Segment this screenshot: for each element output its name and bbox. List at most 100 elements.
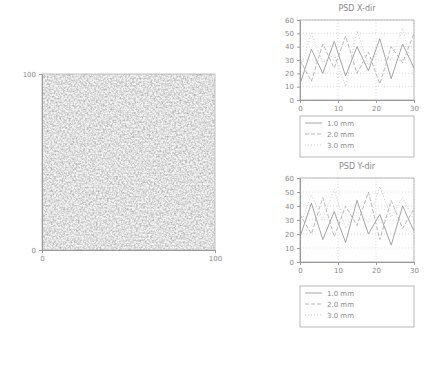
tick-mark bbox=[297, 87, 300, 88]
tick-mark bbox=[414, 100, 415, 103]
tick: 20 bbox=[285, 231, 300, 239]
tick: 30 bbox=[410, 262, 419, 275]
tick: 30 bbox=[410, 100, 419, 113]
tick-mark bbox=[297, 20, 300, 21]
chart-title: PSD X-dir bbox=[338, 4, 376, 13]
tick-label: 50 bbox=[285, 30, 294, 38]
legend-swatch bbox=[305, 304, 322, 305]
legend-swatch bbox=[305, 134, 322, 135]
tick-label: 40 bbox=[285, 203, 294, 211]
legend-label: 2.0 mm bbox=[327, 301, 354, 309]
image-background bbox=[42, 74, 215, 250]
tick-label: 100 bbox=[23, 71, 36, 79]
tick-mark bbox=[338, 100, 339, 103]
axis-line bbox=[297, 179, 301, 263]
chart-panel: 0 10 20 30 0 10 20 30 40 50 60 PSD X-dir 1.0 mm 2.0 m… bbox=[285, 4, 419, 157]
x-axis: 0 100 bbox=[40, 250, 222, 263]
tick: 100 bbox=[209, 250, 222, 263]
tick: 20 bbox=[372, 100, 381, 113]
tick-label: 0 bbox=[290, 97, 294, 105]
tick-mark bbox=[215, 250, 216, 253]
line-series bbox=[300, 192, 414, 240]
line-series bbox=[300, 200, 414, 245]
tick-label: 10 bbox=[334, 105, 343, 113]
grid-line bbox=[300, 248, 414, 249]
legend: 1.0 mm 2.0 mm 3.0 mm bbox=[300, 286, 414, 327]
tick-label: 20 bbox=[372, 105, 381, 113]
grid-line bbox=[300, 86, 414, 87]
legend-label: 1.0 mm bbox=[327, 120, 354, 128]
tick-mark bbox=[297, 206, 300, 207]
legend: 1.0 mm 2.0 mm 3.0 mm bbox=[300, 116, 414, 157]
grid-line bbox=[300, 234, 414, 235]
legend-swatch bbox=[305, 145, 322, 146]
legend-label: 3.0 mm bbox=[327, 142, 354, 150]
tick-label: 20 bbox=[372, 267, 381, 275]
tick: 60 bbox=[285, 17, 300, 25]
tick-mark bbox=[297, 262, 300, 263]
plot-frame bbox=[300, 178, 414, 262]
tick-mark bbox=[297, 234, 300, 235]
tick-label: 60 bbox=[285, 175, 294, 183]
legend-label: 1.0 mm bbox=[327, 290, 354, 298]
legend-swatch bbox=[305, 293, 322, 294]
image-frame bbox=[42, 74, 215, 250]
tick: 10 bbox=[285, 245, 300, 253]
tick-label: 60 bbox=[285, 17, 294, 25]
tick: 60 bbox=[285, 175, 300, 183]
tick-label: 20 bbox=[285, 70, 294, 78]
axis-line bbox=[301, 263, 415, 266]
tick: 30 bbox=[285, 57, 300, 65]
image-texture bbox=[42, 74, 215, 250]
tick: 0 bbox=[298, 100, 302, 113]
chart-panel: 0 10 20 30 0 10 20 30 40 50 60 PSD Y-dir 1.0 mm 2.0 m… bbox=[285, 162, 419, 327]
tick-label: 30 bbox=[410, 105, 419, 113]
tick-label: 10 bbox=[285, 245, 294, 253]
legend-swatch bbox=[305, 123, 322, 124]
grid bbox=[300, 20, 414, 100]
tick-mark bbox=[414, 262, 415, 265]
tick-label: 50 bbox=[285, 189, 294, 197]
grid-line bbox=[300, 192, 414, 193]
grid-line bbox=[376, 20, 377, 100]
chart-title: PSD Y-dir bbox=[339, 162, 376, 171]
line-series bbox=[300, 28, 414, 87]
tick-label: 0 bbox=[298, 267, 302, 275]
tick: 0 bbox=[298, 262, 302, 275]
chart-panel: 01000100 bbox=[23, 71, 223, 263]
plot-area bbox=[300, 186, 414, 245]
tick-mark bbox=[297, 47, 300, 48]
tick: 0 bbox=[290, 97, 300, 105]
tick: 0 bbox=[40, 250, 44, 263]
tick-label: 10 bbox=[334, 267, 343, 275]
tick: 20 bbox=[285, 70, 300, 78]
legend-label: 3.0 mm bbox=[327, 312, 354, 320]
tick-mark bbox=[376, 262, 377, 265]
tick-label: 0 bbox=[298, 105, 302, 113]
tick-label: 0 bbox=[40, 255, 44, 263]
tick-label: 20 bbox=[285, 231, 294, 239]
tick: 50 bbox=[285, 189, 300, 197]
tick-mark bbox=[297, 33, 300, 34]
tick-mark bbox=[297, 60, 300, 61]
tick-mark bbox=[297, 178, 300, 179]
tick-mark bbox=[297, 248, 300, 249]
tick: 10 bbox=[334, 262, 343, 275]
legend-swatch bbox=[305, 315, 322, 316]
legend-box bbox=[300, 286, 414, 327]
legend-label: 2.0 mm bbox=[327, 131, 354, 139]
tick-label: 40 bbox=[285, 43, 294, 51]
tick-label: 10 bbox=[285, 83, 294, 91]
line-series bbox=[300, 33, 414, 84]
grid-line bbox=[338, 20, 339, 100]
grid bbox=[300, 178, 414, 262]
tick-label: 0 bbox=[290, 259, 294, 267]
line-series bbox=[300, 186, 414, 228]
tick: 10 bbox=[334, 100, 343, 113]
x-axis: 0 10 20 30 bbox=[298, 100, 419, 113]
tick: 100 bbox=[23, 71, 42, 79]
tick-label: 100 bbox=[209, 255, 222, 263]
tick-label: 30 bbox=[410, 267, 419, 275]
grid-line bbox=[300, 33, 414, 34]
tick: 30 bbox=[285, 217, 300, 225]
